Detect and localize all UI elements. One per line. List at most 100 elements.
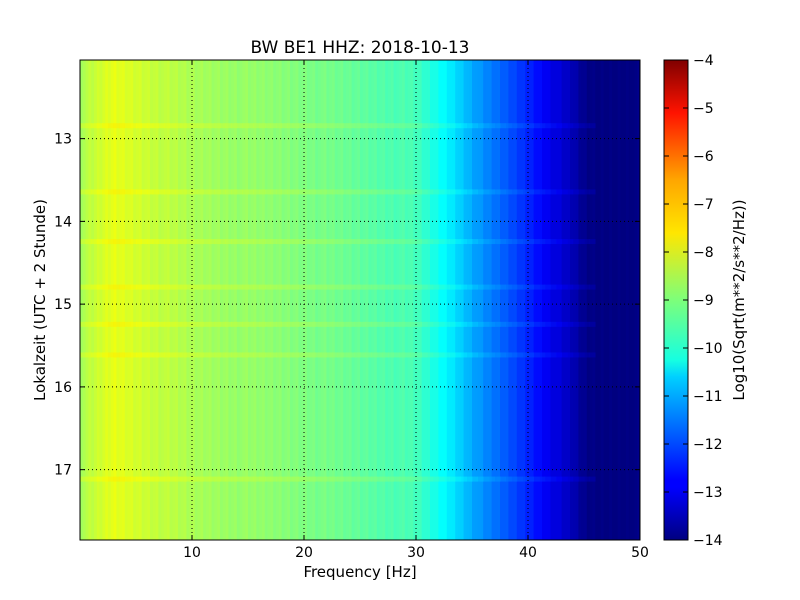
spectrum-band xyxy=(192,123,198,129)
spectrum-band xyxy=(421,284,428,290)
spectrum-column xyxy=(264,60,268,540)
spectrum-band xyxy=(80,239,86,245)
spectrum-band xyxy=(376,476,383,482)
spectrum-band xyxy=(236,284,243,290)
spectrum-column xyxy=(407,60,411,540)
spectrum-band xyxy=(460,189,467,195)
spectrum-band xyxy=(382,123,389,129)
spectrum-column xyxy=(542,60,546,540)
spectrum-band xyxy=(449,189,456,195)
spectrum-column xyxy=(516,60,520,540)
spectrum-band xyxy=(276,476,282,482)
spectrum-column xyxy=(133,60,137,540)
spectrum-band xyxy=(276,239,282,245)
spectrum-band xyxy=(169,284,176,290)
spectrum-band xyxy=(533,352,540,358)
spectrum-column xyxy=(368,60,372,540)
spectrum-column xyxy=(306,60,310,540)
spectrum-band xyxy=(371,284,378,290)
spectrum-band xyxy=(80,321,86,327)
spectrum-column xyxy=(480,60,484,540)
spectrum-column xyxy=(360,60,364,540)
spectrum-band xyxy=(539,189,546,195)
spectrum-band xyxy=(264,476,271,482)
spectrum-band xyxy=(410,284,417,290)
spectrum-column xyxy=(102,60,106,540)
spectrum-band xyxy=(584,352,590,358)
spectrum-band xyxy=(438,239,445,245)
spectrum-band xyxy=(432,321,439,327)
spectrum-column xyxy=(200,60,204,540)
spectrum-band xyxy=(544,123,551,129)
x-axis-label: Frequency [Hz] xyxy=(303,563,416,581)
spectrum-band xyxy=(388,284,394,290)
spectrum-band xyxy=(315,352,322,358)
spectrum-column xyxy=(614,60,618,540)
spectrum-band xyxy=(343,189,350,195)
spectrum-band xyxy=(197,123,204,129)
spectrum-band xyxy=(528,239,534,245)
spectrum-column xyxy=(141,60,145,540)
spectrum-band xyxy=(427,239,434,245)
spectrum-column xyxy=(119,60,123,540)
spectrum-band xyxy=(472,321,478,327)
spectrum-band xyxy=(136,123,142,129)
spectrum-band xyxy=(561,239,568,245)
spectrum-band xyxy=(281,352,288,358)
spectrum-band xyxy=(186,284,193,290)
spectrum-column xyxy=(318,60,322,540)
spectrum-band xyxy=(186,189,193,195)
spectrum-band xyxy=(494,476,501,482)
spectrum-column xyxy=(262,60,266,540)
spectrum-band xyxy=(348,239,355,245)
y-tick-label: 13 xyxy=(54,132,72,148)
spectrum-column xyxy=(208,60,212,540)
spectrum-band xyxy=(500,321,506,327)
spectrum-band xyxy=(136,284,142,290)
spectrum-column xyxy=(522,60,526,540)
spectrum-band xyxy=(108,476,114,482)
spectrum-band xyxy=(96,284,103,290)
spectrum-column xyxy=(172,60,176,540)
spectrum-band xyxy=(544,321,551,327)
spectrum-band xyxy=(522,352,529,358)
spectrum-column xyxy=(337,60,341,540)
spectrum-band xyxy=(348,352,355,358)
spectrum-band xyxy=(550,352,557,358)
spectrum-band xyxy=(399,321,406,327)
spectrum-band xyxy=(511,123,518,129)
spectrum-band xyxy=(332,476,338,482)
y-tick-label: 14 xyxy=(54,214,72,230)
spectrum-band xyxy=(264,239,271,245)
spectrum-band xyxy=(572,284,579,290)
spectrum-band xyxy=(539,321,546,327)
spectrum-column xyxy=(320,60,324,540)
spectrum-band xyxy=(376,123,383,129)
spectrum-band xyxy=(432,123,439,129)
spectrum-band xyxy=(259,476,266,482)
plot-area xyxy=(80,60,640,540)
spectrum-column xyxy=(525,60,529,540)
spectrum-band xyxy=(399,352,406,358)
spectrum-band xyxy=(567,239,574,245)
spectrum-column xyxy=(511,60,515,540)
spectrum-column xyxy=(388,60,392,540)
spectrum-band xyxy=(550,321,557,327)
spectrum-band xyxy=(130,123,137,129)
spectrum-column xyxy=(421,60,425,540)
spectrum-band xyxy=(102,189,109,195)
spectrum-band xyxy=(376,189,383,195)
spectrum-column xyxy=(631,60,635,540)
spectrum-band xyxy=(315,189,322,195)
spectrum-band xyxy=(309,239,316,245)
spectrum-band xyxy=(108,189,114,195)
spectrum-column xyxy=(396,60,400,540)
spectrum-band xyxy=(220,284,226,290)
spectrum-column xyxy=(116,60,120,540)
x-tick-label: 20 xyxy=(295,545,313,561)
spectrum-band xyxy=(141,476,148,482)
spectrum-band xyxy=(393,189,400,195)
spectrum-band xyxy=(136,476,142,482)
spectrum-band xyxy=(494,123,501,129)
spectrum-band xyxy=(354,321,361,327)
